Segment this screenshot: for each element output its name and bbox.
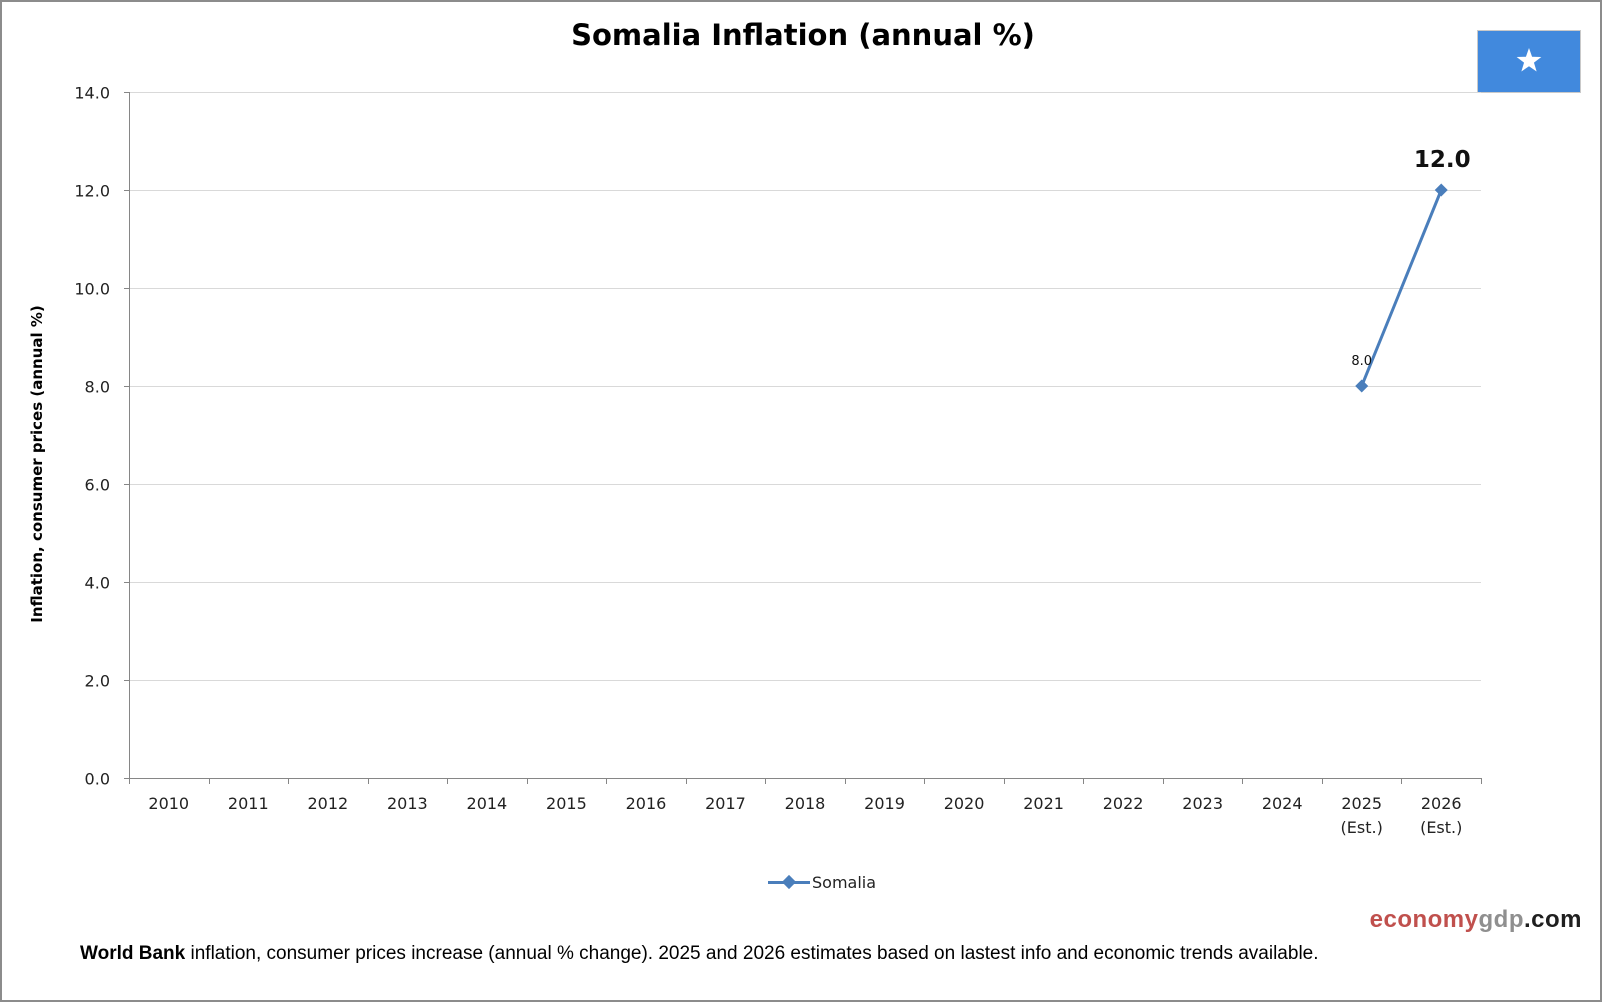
x-tick-label: 2019	[864, 794, 905, 813]
x-tick-label: 2024	[1262, 794, 1303, 813]
x-tick-label: 2018	[785, 794, 826, 813]
x-tick-label: 2010	[148, 794, 189, 813]
x-tick-labels: 2010 2011 2012 2013 2014 2015 2016 2017 2018 2019…	[148, 794, 1462, 837]
x-tick-label: 2011	[228, 794, 269, 813]
series-line	[1360, 189, 1443, 387]
y-tick-label: 12.0	[74, 182, 110, 201]
x-tick-label: 2013	[387, 794, 428, 813]
footnote-text: inflation, consumer prices increase (ann…	[185, 943, 1319, 964]
x-tick-label: 2021	[1023, 794, 1064, 813]
x-tick-label: 2020	[944, 794, 985, 813]
watermark-part-gdp: gdp	[1478, 906, 1524, 933]
somalia-flag-icon	[1477, 30, 1581, 93]
x-tick-label: 2014	[467, 794, 508, 813]
data-label: 8.0	[1351, 354, 1372, 369]
x-tick-label: 2015	[546, 794, 587, 813]
x-tick-label: 2022	[1103, 794, 1144, 813]
gridlines	[129, 92, 1481, 681]
data-point-marker	[1434, 183, 1448, 197]
footnote-source: World Bank	[80, 943, 186, 964]
axes	[124, 92, 1482, 784]
legend: Somalia	[768, 871, 876, 893]
y-tick-label: 2.0	[85, 672, 110, 691]
x-tick-label: (Est.)	[1420, 818, 1462, 837]
x-tick-label: 2023	[1182, 794, 1223, 813]
legend-label-somalia: Somalia	[812, 872, 877, 892]
y-tick-label: 10.0	[74, 280, 110, 299]
data-labels: 8.0 12.0	[1351, 147, 1470, 369]
watermark-part-economy: economy	[1369, 906, 1479, 933]
legend-swatch	[768, 874, 810, 890]
x-tick-label: 2025	[1341, 794, 1382, 813]
data-label: 12.0	[1414, 147, 1471, 173]
y-tick-label: 8.0	[85, 378, 110, 397]
x-tick-label: 2026	[1421, 794, 1462, 813]
x-tick-label: (Est.)	[1341, 818, 1383, 837]
watermark: economygdp.com	[1370, 906, 1582, 934]
y-tick-labels: 0.0 2.0 4.0 6.0 8.0 10.0 12.0 14.0	[74, 84, 110, 789]
y-tick-label: 0.0	[85, 770, 110, 789]
chart-title: Somalia Inflation (annual %)	[571, 18, 1035, 52]
x-tick-label: 2016	[626, 794, 667, 813]
data-point-marker	[1355, 379, 1369, 393]
series-layer	[1355, 183, 1448, 393]
footnote: World Bank inflation, consumer prices in…	[80, 943, 1480, 965]
watermark-part-com: .com	[1523, 906, 1582, 933]
x-tick-label: 2012	[307, 794, 348, 813]
star-icon	[1516, 48, 1542, 72]
y-tick-label: 14.0	[74, 84, 110, 103]
x-tick-label: 2017	[705, 794, 746, 813]
y-tick-label: 4.0	[85, 574, 110, 593]
y-tick-label: 6.0	[85, 476, 110, 495]
